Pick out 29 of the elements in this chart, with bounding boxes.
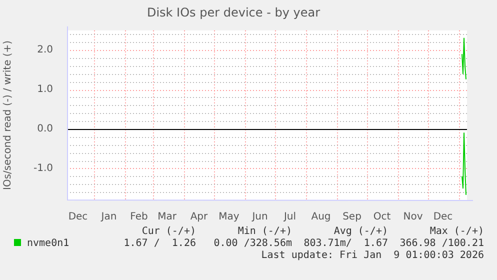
text: 366.98 /100.21 — [398, 238, 484, 249]
text: 1.67 / 1.26 — [122, 238, 196, 249]
x-tick-label: Dec — [68, 212, 88, 223]
text: Cur (-/+) — [140, 226, 196, 237]
y-tick-label: 0.0 — [37, 124, 53, 135]
y-axis-title: IOs/second read (-) / write (+) — [2, 40, 14, 190]
x-tick-label: May — [218, 212, 240, 223]
text: Last update: Fri Jan 9 01:00:03 2026 — [260, 250, 485, 261]
y-tick-label: -1.0 — [33, 163, 53, 174]
x-tick-label: Oct — [373, 212, 391, 223]
x-tick-label: Mar — [158, 212, 178, 223]
x-tick-label: Sep — [342, 212, 362, 223]
legend-label: nvme0n1 — [26, 238, 70, 249]
y-tick-label: 2.0 — [37, 44, 53, 56]
text: Avg (-/+) — [332, 226, 388, 237]
x-tick-label: Jul — [282, 212, 296, 223]
chart-title: Disk IOs per device - by year — [146, 5, 320, 20]
x-tick-label: Aug — [311, 212, 331, 223]
text: 803.71m/ 1.67 — [302, 238, 388, 249]
text: 0.00 /328.56m — [212, 238, 292, 249]
x-tick-label: Nov — [403, 212, 423, 223]
text: Min (-/+) — [236, 226, 292, 237]
x-tick-label: Feb — [130, 212, 148, 223]
x-tick-label: Dec — [433, 212, 453, 223]
y-tick-label: 1.0 — [37, 84, 53, 96]
x-tick-label: Jan — [100, 212, 117, 223]
x-tick-label: Jun — [251, 212, 268, 223]
text: Max (-/+) — [428, 226, 484, 237]
x-tick-label: Apr — [190, 212, 209, 223]
